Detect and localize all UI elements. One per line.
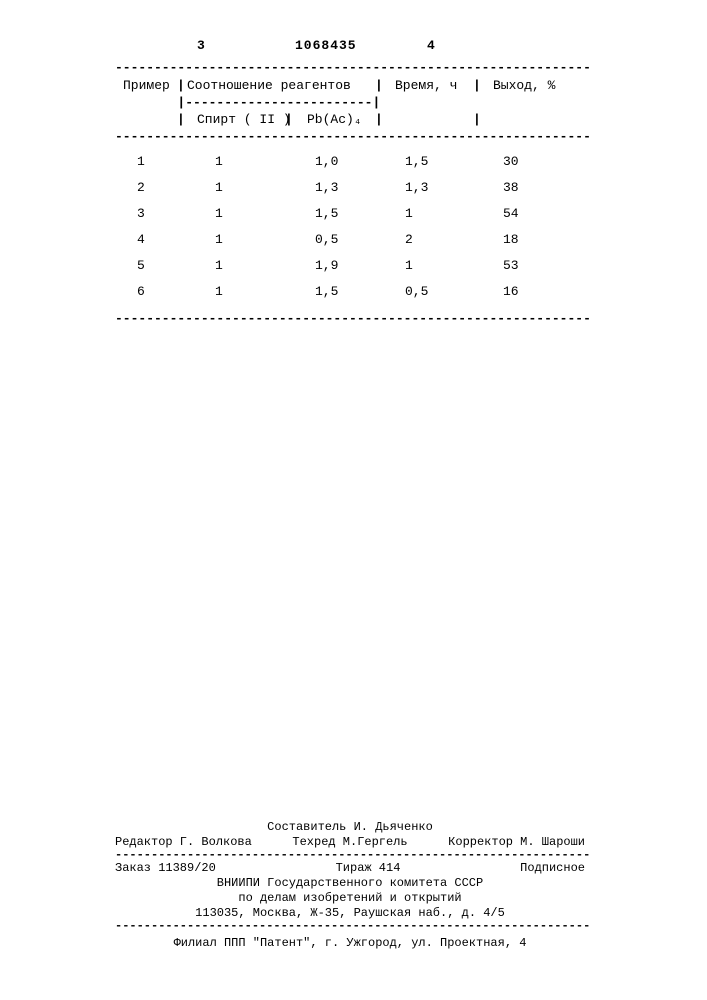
- document-number: 1068435: [295, 38, 357, 53]
- footer-rule-2: ----------------------------------------…: [115, 921, 585, 932]
- cell-y: 18: [503, 227, 519, 253]
- cell-y: 16: [503, 279, 519, 305]
- table-rule-sub: |------------------------|: [115, 97, 585, 109]
- cell-y: 30: [503, 149, 519, 175]
- cell-y: 54: [503, 201, 519, 227]
- org-line-1: ВНИИПИ Государственного комитета СССР: [115, 876, 585, 891]
- cell-a: 1: [215, 149, 223, 175]
- col-header-example: Пример: [123, 75, 170, 97]
- col-header-ratio: Соотношение реагентов: [187, 75, 351, 97]
- cell-n: 4: [137, 227, 145, 253]
- org-line-2: по делам изобретений и открытий: [115, 891, 585, 906]
- cell-y: 53: [503, 253, 519, 279]
- table-rule-top: ----------------------------------------…: [115, 62, 585, 74]
- cell-a: 1: [215, 253, 223, 279]
- cell-n: 2: [137, 175, 145, 201]
- table-row: 2 1 1,3 1,3 38: [115, 175, 585, 201]
- col-sep: |: [473, 109, 481, 131]
- table-rule-bottom: ----------------------------------------…: [115, 313, 585, 325]
- col-sep: |: [375, 109, 383, 131]
- print-info-row: Заказ 11389/20 Тираж 414 Подписное: [115, 861, 585, 876]
- col-header-yield: Выход, %: [493, 75, 555, 97]
- branch-line: Филиал ППП "Патент", г. Ужгород, ул. Про…: [115, 936, 585, 951]
- cell-b: 1,5: [315, 201, 338, 227]
- cell-n: 6: [137, 279, 145, 305]
- table-body: 111,01,530211,31,338311,5154410,5218511,…: [115, 149, 585, 305]
- table-row: 4 1 0,5 2 18: [115, 227, 585, 253]
- cell-a: 1: [215, 279, 223, 305]
- cell-t: 1: [405, 201, 413, 227]
- cell-t: 2: [405, 227, 413, 253]
- footer-rule-1: ----------------------------------------…: [115, 850, 585, 861]
- table-row: 6 1 1,5 0,5 16: [115, 279, 585, 305]
- cell-b: 1,5: [315, 279, 338, 305]
- cell-a: 1: [215, 175, 223, 201]
- table-row: 3 1 1,5 1 54: [115, 201, 585, 227]
- cell-b: 1,9: [315, 253, 338, 279]
- table-row: 1 1 1,0 1,5 30: [115, 149, 585, 175]
- cell-t: 0,5: [405, 279, 428, 305]
- cell-b: 0,5: [315, 227, 338, 253]
- table-row: 5 1 1,9 1 53: [115, 253, 585, 279]
- page-num-left: 3: [197, 38, 205, 53]
- col-sep: |: [285, 109, 293, 131]
- data-table: ----------------------------------------…: [115, 62, 585, 325]
- col-sep: |: [473, 75, 481, 97]
- table-subheader-row: | Спирт ( II ) | Pb(Ac)₄ | |: [115, 109, 585, 131]
- podpisnoe: Подписное: [520, 861, 585, 876]
- compiler-line: Составитель И. Дьяченко: [115, 820, 585, 835]
- subcol-pbac: Pb(Ac)₄: [307, 109, 362, 131]
- cell-n: 3: [137, 201, 145, 227]
- tirage: Тираж 414: [336, 861, 401, 876]
- order-number: Заказ 11389/20: [115, 861, 216, 876]
- imprint-footer: Составитель И. Дьяченко Редактор Г. Волк…: [115, 820, 585, 951]
- col-sep: |: [375, 75, 383, 97]
- cell-b: 1,0: [315, 149, 338, 175]
- cell-a: 1: [215, 201, 223, 227]
- page-num-right: 4: [427, 38, 435, 53]
- col-sep: |: [177, 75, 185, 97]
- table-rule-mid: ----------------------------------------…: [115, 131, 585, 143]
- cell-a: 1: [215, 227, 223, 253]
- subcol-alcohol: Спирт ( II ): [197, 109, 291, 131]
- table-header-row: Пример | Соотношение реагентов | Время, …: [115, 75, 585, 97]
- cell-t: 1,3: [405, 175, 428, 201]
- cell-n: 1: [137, 149, 145, 175]
- cell-t: 1: [405, 253, 413, 279]
- cell-n: 5: [137, 253, 145, 279]
- col-sep: |: [177, 109, 185, 131]
- col-header-time: Время, ч: [395, 75, 457, 97]
- cell-y: 38: [503, 175, 519, 201]
- cell-b: 1,3: [315, 175, 338, 201]
- cell-t: 1,5: [405, 149, 428, 175]
